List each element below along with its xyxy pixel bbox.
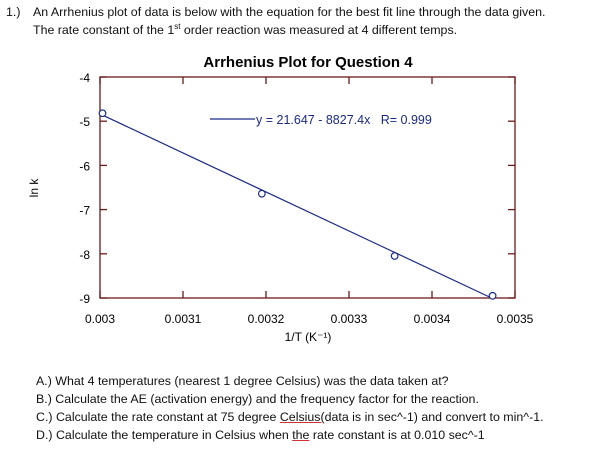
data-point: [98, 109, 107, 118]
part-a: A.) What 4 temperatures (nearest 1 degre…: [36, 372, 449, 390]
x-tick-label: 0.0032: [248, 312, 285, 326]
question-line-1: An Arrhenius plot of data is below with …: [33, 5, 546, 19]
part-text-underlined: Celsius(: [279, 410, 325, 424]
part-text: Calculate the temperature in Celsius whe…: [55, 428, 293, 442]
part-text: What 4 temperatures (nearest 1 degree Ce…: [55, 374, 449, 388]
x-tick-label: 0.003: [85, 312, 115, 326]
x-axis-label: 1/T (K⁻¹): [285, 330, 332, 344]
arrhenius-chart: Arrhenius Plot for Question 4 ln k 1/T (…: [27, 54, 534, 344]
part-b: B.) Calculate the AE (activation energy)…: [36, 390, 479, 408]
line2-superscript: st: [174, 21, 181, 31]
part-d: D.) Calculate the temperature in Celsius…: [36, 426, 485, 444]
x-tick-label: 0.0031: [165, 312, 202, 326]
part-text: Calculate the rate constant at 75 degree: [55, 410, 280, 424]
y-tick-label: -5: [79, 115, 90, 129]
data-point: [257, 189, 266, 198]
y-tick-label: -6: [79, 159, 90, 173]
part-label: D.): [36, 428, 53, 442]
part-label: A.): [36, 374, 52, 388]
plot-frame: [99, 76, 516, 299]
y-tick-label: -9: [79, 292, 90, 306]
fit-line: [99, 113, 495, 300]
question-header: 1.) An Arrhenius plot of data is below w…: [0, 3, 601, 43]
legend-text: y = 21.647 - 8827.4x R= 0.999: [256, 113, 432, 127]
question-parts: A.) What 4 temperatures (nearest 1 degre…: [0, 372, 601, 450]
question-line-2: The rate constant of the 1st order react…: [33, 21, 457, 39]
x-tick-label: 0.0033: [331, 312, 368, 326]
y-axis-label: ln k: [27, 178, 41, 198]
part-label: B.): [36, 392, 52, 406]
x-tick-label: 0.0034: [414, 312, 451, 326]
y-tick-label: -8: [79, 248, 90, 262]
part-label: C.): [36, 410, 53, 424]
line2-text-end: order reaction was measured at 4 differe…: [180, 23, 458, 37]
part-text-end: data is in sec^-1) and convert to min^-1…: [324, 410, 544, 424]
part-text: Calculate the AE (activation energy) and…: [55, 392, 479, 406]
chart-title: Arrhenius Plot for Question 4: [203, 54, 413, 71]
part-text-underlined: the: [292, 428, 310, 442]
legend: y = 21.647 - 8827.4x R= 0.999: [210, 113, 432, 127]
y-tick-label: -4: [79, 71, 90, 85]
data-point: [488, 291, 497, 300]
part-text-end: rate constant is at 0.010 sec^-1: [309, 428, 485, 442]
y-tick-label: -7: [79, 204, 90, 218]
part-c: C.) Calculate the rate constant at 75 de…: [36, 408, 544, 426]
line2-text: The rate constant of the 1: [33, 23, 175, 37]
data-point: [390, 252, 399, 260]
x-tick-label: 0.0035: [497, 312, 534, 326]
question-number: 1.): [6, 5, 21, 19]
